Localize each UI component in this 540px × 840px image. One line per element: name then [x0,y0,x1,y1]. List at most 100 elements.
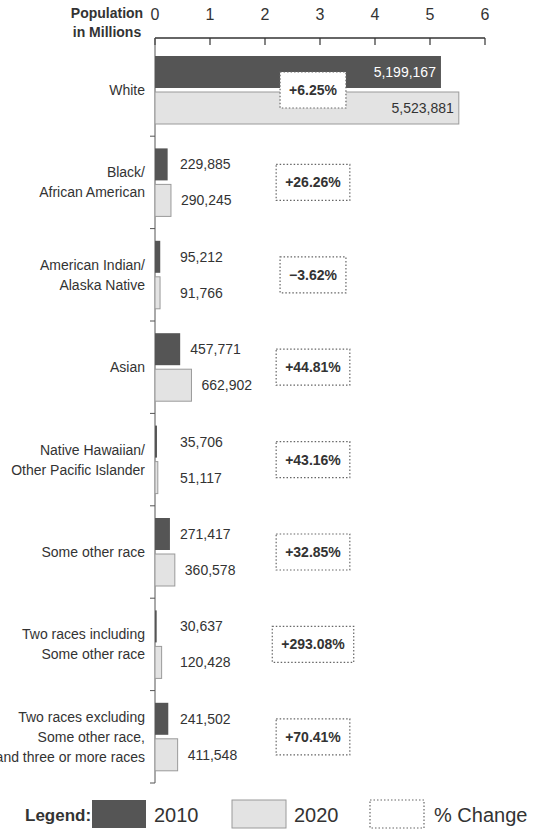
x-tick [319,38,320,45]
percent-change-box [276,349,350,385]
category-label-line: Some other race [42,646,146,662]
category-label-line: Alaska Native [59,277,145,293]
group-separator [150,228,155,229]
category-label-line: African American [39,184,145,200]
x-tick-label: 5 [426,6,435,23]
percent-change-box [280,72,346,108]
x-tick-label: 0 [151,6,160,23]
percent-change-label: +32.85% [285,544,341,560]
percent-change-box [280,257,346,293]
x-tick-label: 2 [261,6,270,23]
legend-label: 2020 [294,804,339,826]
data-label: 411,548 [188,747,238,763]
bar [155,369,191,401]
data-label: 35,706 [180,434,223,450]
category-label: Two races excluding Some other race, and t… [0,709,145,765]
bars [155,56,459,771]
bar [155,426,157,458]
x-tick [209,38,210,45]
percent-change-label: −3.62% [289,267,337,283]
percent-change-label: +26.26% [285,174,341,190]
data-label: 360,578 [185,562,236,578]
category-label: American Indian/Alaska Native [40,257,145,293]
x-tick [264,38,265,45]
category-label-line: American Indian/ [40,257,145,273]
data-label: 5,199,167 [374,64,436,80]
percent-change-box [272,626,353,662]
percent-changes: +6.25% +26.26% −3.62% +44.81% +43.16% +32.85%… [272,72,353,755]
data-label: 241,502 [180,711,231,727]
x-tick-label: 3 [316,6,325,23]
percent-change-box [276,164,350,200]
legend-title: Legend: [25,806,91,825]
category-label: Black/African American [39,164,145,200]
data-label: 95,212 [180,249,223,265]
bar [155,462,158,494]
data-label: 662,902 [201,377,252,393]
category-label-line: Native Hawaiian/ [40,442,145,458]
axis-label-line: Population [71,5,143,21]
group-separator [150,505,155,506]
group-separator [150,598,155,599]
data-labels: 5,199,167 229,885 95,212 457,771 35,706 271,4… [180,64,454,763]
chart: Population in Millions 0 1 2 3 4 5 6 White Black/A… [0,0,540,840]
percent-change-label: +6.25% [289,82,337,98]
legend-label: 2010 [154,804,199,826]
bar [155,703,168,735]
percent-change-box [276,719,350,755]
legend: Legend: 2010 2020 % Change [25,800,527,828]
legend-swatch [370,800,424,828]
bar [155,518,170,550]
x-tick [484,38,485,45]
percent-change-label: +43.16% [285,452,341,468]
category-label-line: and three or more races [0,749,145,765]
legend-swatch [232,800,286,828]
category-label-line: Asian [110,359,145,375]
category-label-line: Black/ [107,164,145,180]
category-label: Asian [110,359,145,375]
category-label-line: Some other race, [38,729,145,745]
percent-change-label: +44.81% [285,359,341,375]
percent-change-label: +70.41% [285,729,341,745]
bar [155,554,175,586]
bar [155,148,168,180]
data-label: 30,637 [180,618,223,634]
bar [155,333,180,365]
axis-label-line: in Millions [73,24,142,40]
bar [155,646,162,678]
bar [155,277,160,309]
category-label-line: Two races including [22,626,145,642]
x-tick [374,38,375,45]
x-tick-label: 6 [481,6,490,23]
group-separator [150,413,155,414]
data-label: 229,885 [180,156,231,172]
data-label: 51,117 [180,470,222,486]
data-label: 5,523,881 [392,100,454,116]
data-label: 290,245 [181,192,232,208]
x-tick-label: 4 [371,6,380,23]
group-separator [150,783,155,784]
legend-label: % Change [434,804,527,826]
data-label: 271,417 [180,526,231,542]
group-separator [150,136,155,137]
legend-swatch [92,800,146,828]
bar [155,184,171,216]
category-label: Native Hawaiian/Other Pacific Islander [11,442,145,478]
percent-change-label: +293.08% [281,636,345,652]
category-label: Two races including Some other race [22,626,145,662]
category-label-line: Some other race [42,544,146,560]
data-label: 457,771 [190,341,241,357]
category-label-line: Two races excluding [18,709,145,725]
bar [155,739,178,771]
data-label: 120,428 [180,654,231,670]
axis-label: Population in Millions [71,5,143,40]
group-separator [150,690,155,691]
percent-change-box [276,534,350,570]
category-label: White [109,82,145,98]
x-tick [429,38,430,45]
x-tick-label: 1 [206,6,215,23]
group-separator [150,321,155,322]
category-label: Some other race [42,544,146,560]
percent-change-box [276,442,350,478]
bar [155,610,157,642]
